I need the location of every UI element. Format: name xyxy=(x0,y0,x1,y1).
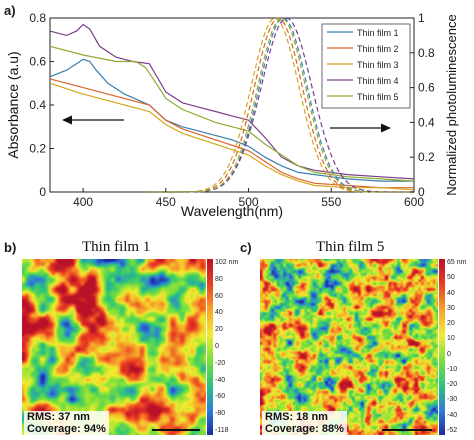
panel-b-label: b) xyxy=(4,240,17,255)
y-right-tick-label: 0.2 xyxy=(418,150,435,164)
panel-c-label: c) xyxy=(240,240,252,255)
colorbar-tick-label: -40 xyxy=(447,411,458,419)
colorbar-tick-label: 50 xyxy=(447,274,455,282)
legend-entry: Thin film 3 xyxy=(357,60,399,70)
x-tick-label: 500 xyxy=(239,195,259,209)
y-right-tick-label: 0.6 xyxy=(418,81,435,95)
panel-b-title: Thin film 1 xyxy=(82,239,151,255)
y-left-tick-label: 0.8 xyxy=(29,11,46,25)
colorbar-ticks-thin-film-5: 65 nm 50 40 30 20 10 0 -10 -20 -30 -40 -52 xyxy=(446,259,472,435)
colorbar-tick-label: -10 xyxy=(447,365,458,373)
colorbar-tick-label: 0 xyxy=(215,343,219,350)
colorbar-tick-label: 20 xyxy=(215,326,223,334)
rms-label-thin-film-5: RMS: 18 nm xyxy=(265,411,328,423)
y-axis-label-left: Absorbance (a.u) xyxy=(5,51,21,158)
colorbar-tick-label: -80 xyxy=(215,410,226,418)
panel-a-label: a) xyxy=(4,3,16,18)
y-right-tick-label: 0.4 xyxy=(418,115,435,129)
legend-entry: Thin film 4 xyxy=(357,76,399,86)
y-left-tick-label: 0.2 xyxy=(29,142,46,156)
coverage-label-thin-film-5: Coverage: 88% xyxy=(265,423,344,435)
x-tick-label: 450 xyxy=(156,195,176,209)
colorbar-tick-label: 40 xyxy=(447,289,455,297)
chart-legend: Thin film 1 Thin film 2 Thin film 3 Thin fi… xyxy=(321,23,411,109)
colorbar-tick-label: -52 xyxy=(447,427,458,434)
colorbar-tick-label: 30 xyxy=(447,304,455,312)
y-axis-label-right: Normalized photoluminescence xyxy=(444,14,459,195)
colorbar-tick-label: -30 xyxy=(447,396,458,404)
y-left-tick-label: 0.4 xyxy=(29,98,46,112)
colorbar-ticks-thin-film-1: 102 nm 80 60 40 20 0 -20 -40 -60 -80 -118 xyxy=(214,259,240,435)
x-tick-label: 600 xyxy=(404,195,424,209)
photoluminescence-line-5 xyxy=(149,17,414,193)
coverage-label-thin-film-1: Coverage: 94% xyxy=(27,423,106,435)
legend-entry: Thin film 1 xyxy=(357,28,399,38)
absorbance-line-5 xyxy=(49,45,415,182)
absorbance-line-2 xyxy=(49,78,414,189)
absorbance-line-3 xyxy=(49,82,415,191)
afm-map-thin-film-5: RMS: 18 nm Coverage: 88% xyxy=(260,259,438,435)
colorbar-tick-label: 80 xyxy=(215,275,223,283)
x-axis-label: Wavelength(nm) xyxy=(181,203,283,219)
y-right-tick-label: 0 xyxy=(418,185,425,199)
colorbar-tick-label: 102 nm xyxy=(215,259,239,266)
colorbar-tick-label: -20 xyxy=(447,381,458,389)
colorbar-tick-label: -118 xyxy=(215,427,229,434)
absorbance-line-1 xyxy=(49,58,414,182)
colorbar-thin-film-1 xyxy=(207,259,213,435)
colorbar-tick-label: 20 xyxy=(447,320,455,328)
colorbar-tick-label: 40 xyxy=(215,309,223,317)
x-tick-label: 550 xyxy=(321,195,341,209)
colorbar-tick-label: 60 xyxy=(215,292,223,300)
scale-bar-thin-film-5 xyxy=(382,429,432,431)
scale-bar-thin-film-1 xyxy=(152,429,200,431)
y-left-tick-label: 0 xyxy=(39,185,46,199)
legend-entry: Thin film 5 xyxy=(357,92,399,102)
y-left-tick-label: 0.6 xyxy=(29,55,46,69)
colorbar-thin-film-5 xyxy=(439,259,445,435)
colorbar-tick-label: -60 xyxy=(215,393,226,401)
absorbance-line-4 xyxy=(49,23,415,180)
legend-entry: Thin film 2 xyxy=(357,44,399,54)
colorbar-tick-label: 10 xyxy=(447,335,455,343)
y-right-tick-label: 1 xyxy=(418,11,425,25)
absorbance-photoluminescence-chart: 400 450 500 550 600 0 0.2 0.4 0.6 0.8 0 0.2 0.4 0.6… xyxy=(5,11,459,219)
panel-c-title: Thin film 5 xyxy=(316,239,385,255)
afm-map-thin-film-1: RMS: 37 nm Coverage: 94% xyxy=(22,259,206,435)
x-tick-label: 400 xyxy=(73,195,93,209)
left-arrow xyxy=(62,115,124,125)
y-right-tick-label: 0.8 xyxy=(418,46,435,60)
colorbar-tick-label: 0 xyxy=(447,350,451,358)
colorbar-tick-label: 65 nm xyxy=(447,259,467,266)
rms-label-thin-film-1: RMS: 37 nm xyxy=(27,411,90,423)
right-arrow xyxy=(330,123,391,133)
colorbar-tick-label: -40 xyxy=(215,376,226,384)
colorbar-tick-label: -20 xyxy=(215,359,226,367)
